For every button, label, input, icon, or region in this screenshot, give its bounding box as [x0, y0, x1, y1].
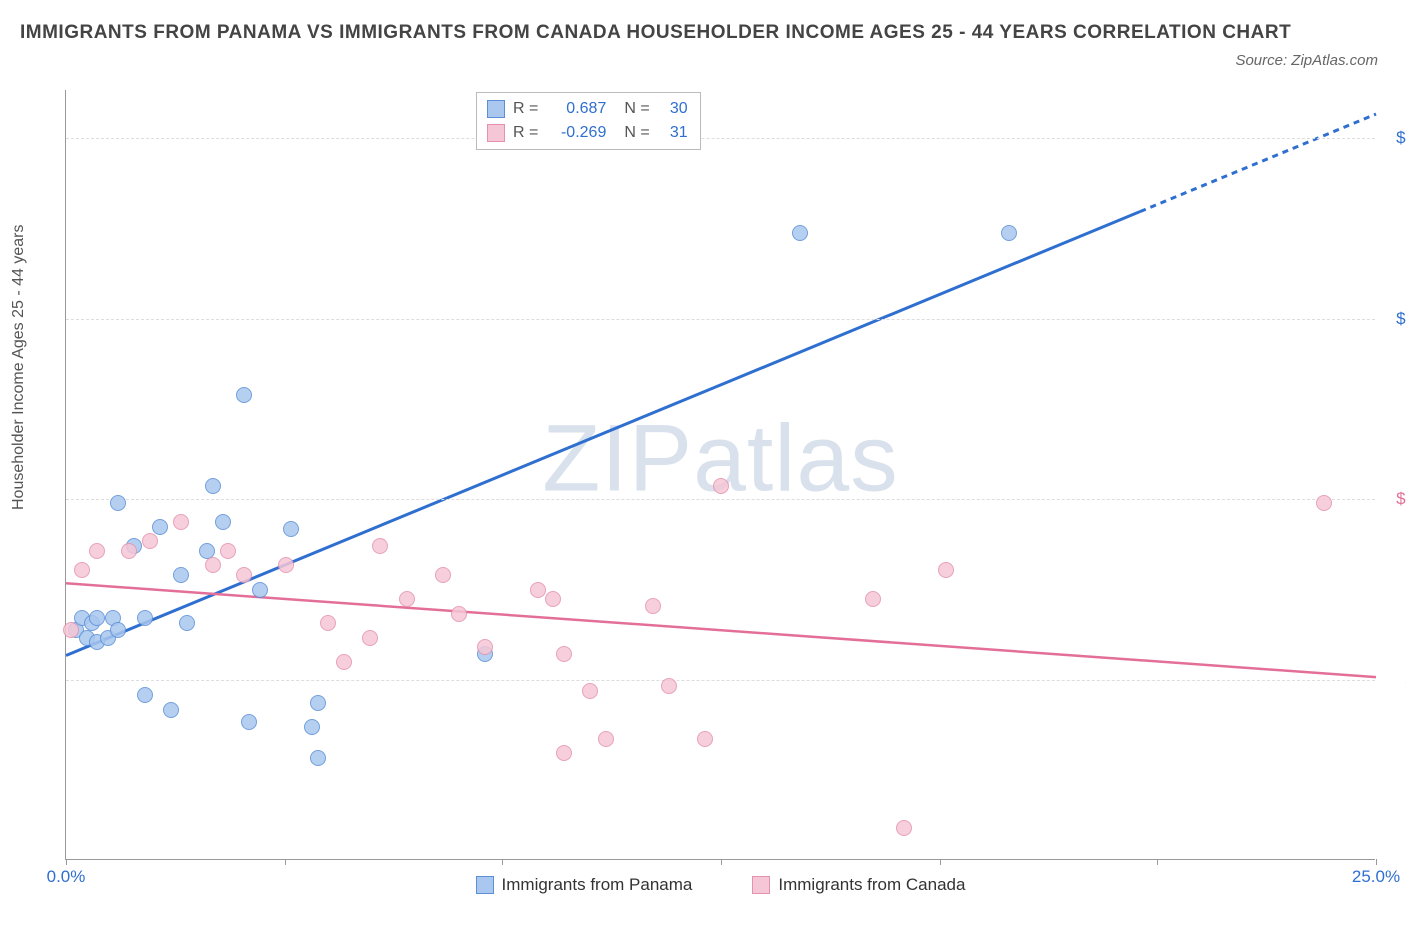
data-point [451, 606, 467, 622]
data-point [173, 567, 189, 583]
data-point [697, 731, 713, 747]
data-point [556, 646, 572, 662]
data-point [1001, 225, 1017, 241]
data-point [865, 591, 881, 607]
data-point [179, 615, 195, 631]
r-value: -0.269 [546, 121, 606, 145]
data-point [362, 630, 378, 646]
y-axis-label: Householder Income Ages 25 - 44 years [10, 225, 28, 511]
legend-swatch [487, 100, 505, 118]
data-point [435, 567, 451, 583]
r-value: 0.687 [546, 97, 606, 121]
legend-row: R = -0.269 N = 31 [487, 121, 688, 145]
gridline [66, 680, 1375, 681]
x-tick [940, 859, 941, 865]
data-point [110, 495, 126, 511]
x-tick-label: 0.0% [47, 867, 86, 887]
data-point [142, 533, 158, 549]
gridline [66, 499, 1375, 500]
data-point [372, 538, 388, 554]
data-point [598, 731, 614, 747]
legend-item: Immigrants from Panama [476, 875, 693, 895]
chart-title: IMMIGRANTS FROM PANAMA VS IMMIGRANTS FRO… [20, 18, 1386, 48]
gridline [66, 138, 1375, 139]
legend-label: Immigrants from Panama [502, 875, 693, 895]
data-point [399, 591, 415, 607]
data-point [205, 478, 221, 494]
data-point [89, 610, 105, 626]
data-point [121, 543, 137, 559]
data-point [278, 557, 294, 573]
data-point [713, 478, 729, 494]
y-tick-label: $300,000 [1396, 128, 1406, 148]
data-point [205, 557, 221, 573]
legend-swatch [752, 876, 770, 894]
data-point [582, 683, 598, 699]
data-point [152, 519, 168, 535]
legend-label: Immigrants from Canada [778, 875, 965, 895]
x-tick [721, 859, 722, 865]
data-point [792, 225, 808, 241]
data-point [530, 582, 546, 598]
n-value: 30 [658, 97, 688, 121]
x-tick-label: 25.0% [1352, 867, 1400, 887]
legend-item: Immigrants from Canada [752, 875, 965, 895]
legend-row: R = 0.687 N = 30 [487, 97, 688, 121]
data-point [320, 615, 336, 631]
data-point [310, 750, 326, 766]
correlation-legend: R = 0.687 N = 30 R = -0.269 N = 31 [476, 92, 701, 150]
x-tick [1157, 859, 1158, 865]
series-legend: Immigrants from Panama Immigrants from Ca… [66, 875, 1375, 895]
legend-swatch [487, 124, 505, 142]
x-tick [502, 859, 503, 865]
x-tick [285, 859, 286, 865]
data-point [137, 610, 153, 626]
n-value: 31 [658, 121, 688, 145]
legend-swatch [476, 876, 494, 894]
chart-container: Householder Income Ages 25 - 44 years ZI… [20, 90, 1386, 920]
data-point [310, 695, 326, 711]
data-point [241, 714, 257, 730]
data-point [477, 639, 493, 655]
plot-area: ZIPatlas R =0.687N =30R =-0.269N =31 Imm… [65, 90, 1375, 860]
data-point [336, 654, 352, 670]
data-point [938, 562, 954, 578]
data-point [110, 622, 126, 638]
data-point [89, 543, 105, 559]
x-tick [66, 859, 67, 865]
n-label: N = [624, 121, 649, 145]
y-tick-label: $225,000 [1396, 309, 1406, 329]
source-label: Source: ZipAtlas.com [1235, 52, 1378, 69]
r-label: R = [513, 97, 538, 121]
data-point [236, 567, 252, 583]
data-point [63, 622, 79, 638]
data-point [304, 719, 320, 735]
data-point [74, 562, 90, 578]
data-point [220, 543, 236, 559]
data-point [661, 678, 677, 694]
data-point [173, 514, 189, 530]
data-point [645, 598, 661, 614]
data-point [215, 514, 231, 530]
x-tick [1376, 859, 1377, 865]
data-point [556, 745, 572, 761]
data-point [252, 582, 268, 598]
data-point [163, 702, 179, 718]
data-point [283, 521, 299, 537]
data-point [1316, 495, 1332, 511]
y-tick-label: $150,000 [1396, 489, 1406, 509]
r-label: R = [513, 121, 538, 145]
data-point [236, 387, 252, 403]
n-label: N = [624, 97, 649, 121]
trend-lines-svg [66, 90, 1375, 859]
data-point [545, 591, 561, 607]
data-point [896, 820, 912, 836]
gridline [66, 319, 1375, 320]
data-point [137, 687, 153, 703]
